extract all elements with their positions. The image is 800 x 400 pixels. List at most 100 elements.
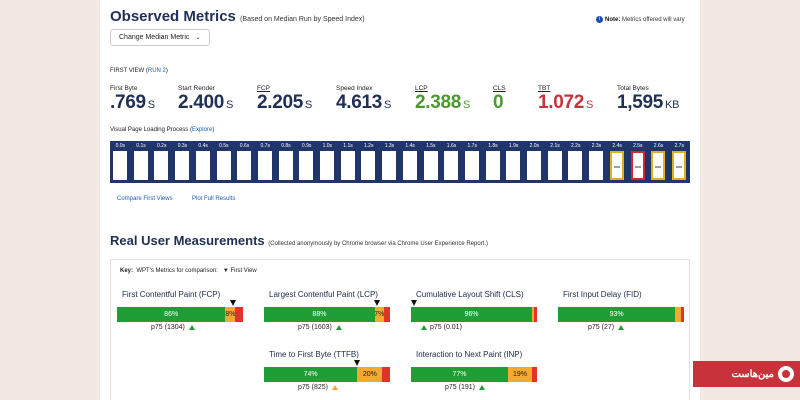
crux-distribution-bar[interactable]: 86% 8%: [117, 307, 243, 322]
crux-distribution-bar[interactable]: 88% 7%: [264, 307, 390, 322]
p75-value: p75 (825): [298, 384, 338, 391]
film-frame[interactable]: 2.6s: [648, 141, 669, 183]
film-frame[interactable]: 1.7s: [462, 141, 483, 183]
film-frame[interactable]: 0.6s: [234, 141, 255, 183]
film-frame[interactable]: 1.3s: [379, 141, 400, 183]
key-legend: Key: WPT's Metrics for comparison: ▼ Fir…: [120, 268, 257, 274]
bar-segment-poor: [235, 307, 243, 322]
metric-value: .769 S: [110, 92, 155, 113]
metric-label: TBT: [538, 85, 551, 92]
frame-time: 1.5s: [426, 143, 436, 149]
film-frame[interactable]: 0.7s: [255, 141, 276, 183]
first-view-marker-icon: [410, 300, 417, 306]
metric-2: FCP 2.205 S: [257, 85, 312, 114]
metric-6: TBT 1.072 S: [538, 85, 593, 114]
film-frame[interactable]: 0.8s: [276, 141, 297, 183]
frame-thumbnail: [547, 151, 562, 180]
film-frame[interactable]: 0.4s: [193, 141, 214, 183]
results-panel: Observed Metrics (Based on Median Run by…: [100, 0, 700, 400]
frame-thumbnail: [609, 151, 624, 180]
frame-thumbnail: [444, 151, 459, 180]
frame-time: 0.1s: [136, 143, 146, 149]
metric-value: 1.072 S: [538, 92, 594, 113]
film-frame[interactable]: 2.5s: [628, 141, 649, 183]
frame-thumbnail: [382, 151, 397, 180]
crux-distribution-bar[interactable]: 96%: [411, 307, 537, 322]
p75-value: p75 (191): [445, 384, 485, 391]
metric-value: 1,595 KB: [617, 92, 680, 113]
film-frame[interactable]: 1.5s: [421, 141, 442, 183]
film-frame[interactable]: 1.1s: [338, 141, 359, 183]
frame-time: 1.9s: [508, 143, 519, 149]
film-frame[interactable]: 0.2s: [151, 141, 172, 183]
metric-label: Total Bytes: [617, 85, 649, 92]
film-frame[interactable]: 1.9s: [503, 141, 524, 183]
bar-segment-poor: [382, 367, 390, 382]
plot-full-results-link[interactable]: Plot Full Results: [192, 196, 236, 202]
frame-thumbnail: [133, 151, 148, 180]
frame-time: 0.2s: [157, 143, 167, 149]
run-2-link[interactable]: RUN 2: [147, 68, 166, 74]
frame-thumbnail: [237, 151, 252, 180]
filmstrip[interactable]: 0.0s 0.1s 0.2s 0.3s 0.4s 0.5s 0.6s 0.7s 0.8s 0.9s…: [110, 141, 690, 183]
metric-label: FCP: [257, 85, 270, 92]
first-view-marker-icon: [354, 360, 361, 366]
rum-title: Real User Measurements (Collected anonym…: [110, 233, 489, 248]
film-frame[interactable]: 2.0s: [524, 141, 545, 183]
frame-thumbnail: [423, 151, 438, 180]
frame-thumbnail: [464, 151, 479, 180]
bar-segment-good: 96%: [411, 307, 532, 322]
film-frame[interactable]: 0.0s: [110, 141, 131, 183]
first-view-label: FIRST VIEW (RUN 2): [110, 68, 168, 74]
crux-distribution-bar[interactable]: 93%: [558, 307, 684, 322]
film-frame[interactable]: 1.8s: [483, 141, 504, 183]
frame-thumbnail: [589, 151, 604, 180]
film-frame[interactable]: 2.7s: [669, 141, 690, 183]
film-frame[interactable]: 2.4s: [607, 141, 628, 183]
frame-time: 1.2s: [364, 143, 374, 149]
film-frame[interactable]: 2.3s: [586, 141, 607, 183]
bar-segment-ni: 20%: [357, 367, 383, 382]
frame-time: 1.8s: [488, 143, 498, 149]
visual-loading-label: Visual Page Loading Process (Explore): [110, 127, 215, 133]
film-frame[interactable]: 1.2s: [358, 141, 379, 183]
metric-3: Speed Index 4.613 S: [336, 85, 391, 114]
bar-segment-poor: [534, 307, 537, 322]
frame-thumbnail: [257, 151, 272, 180]
crux-title: First Contentful Paint (FCP): [122, 290, 221, 299]
metric-7: Total Bytes 1,595 KB: [617, 85, 679, 114]
frame-time: 0.7s: [260, 143, 270, 149]
frame-time: 1.3s: [384, 143, 395, 149]
frame-thumbnail: [320, 151, 334, 180]
film-frame[interactable]: 1.0s: [317, 141, 338, 183]
film-frame[interactable]: 2.1s: [545, 141, 566, 183]
frame-time: 2.6s: [653, 143, 664, 149]
frame-time: 2.2s: [571, 143, 581, 149]
film-frame[interactable]: 0.9s: [296, 141, 317, 183]
bar-segment-good: 88%: [264, 307, 375, 322]
frame-time: 1.7s: [467, 143, 477, 149]
frame-thumbnail: [340, 151, 355, 180]
frame-time: 1.1s: [343, 143, 353, 149]
crux-title: First Input Delay (FID): [563, 290, 642, 299]
film-frame[interactable]: 1.6s: [441, 141, 462, 183]
film-frame[interactable]: 0.3s: [172, 141, 193, 183]
frame-time: 0.3s: [177, 143, 188, 149]
crux-distribution-bar[interactable]: 77% 19%: [411, 367, 537, 382]
film-frame[interactable]: 1.4s: [400, 141, 421, 183]
film-frame[interactable]: 0.5s: [214, 141, 235, 183]
frame-thumbnail: [671, 151, 686, 180]
film-frame[interactable]: 0.1s: [131, 141, 152, 183]
p75-value: p75 (1304): [151, 324, 195, 331]
frame-time: 1.0s: [322, 143, 333, 149]
bar-segment-good: 77%: [411, 367, 509, 382]
compare-first-views-link[interactable]: Compare First Views: [117, 196, 173, 202]
film-frame[interactable]: 2.2s: [565, 141, 586, 183]
frame-thumbnail: [630, 151, 645, 180]
metrics-note: i Note: Metrics offered will vary: [596, 16, 685, 23]
crux-distribution-bar[interactable]: 74% 20%: [264, 367, 390, 382]
change-median-metric-button[interactable]: Change Median Metric ⌄: [110, 29, 210, 46]
p75-value: p75 (1603): [298, 324, 342, 331]
explore-link[interactable]: Explore: [191, 127, 213, 133]
bar-segment-poor: [681, 307, 684, 322]
